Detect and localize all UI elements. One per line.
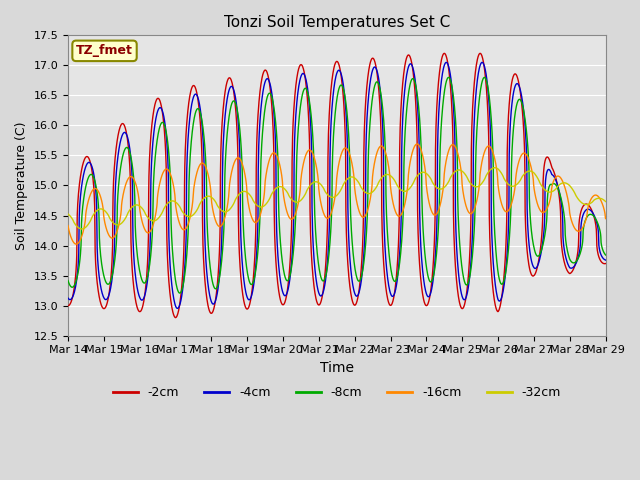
- X-axis label: Time: Time: [320, 361, 354, 375]
- Title: Tonzi Soil Temperatures Set C: Tonzi Soil Temperatures Set C: [223, 15, 450, 30]
- Legend: -2cm, -4cm, -8cm, -16cm, -32cm: -2cm, -4cm, -8cm, -16cm, -32cm: [108, 382, 566, 405]
- Y-axis label: Soil Temperature (C): Soil Temperature (C): [15, 121, 28, 250]
- Text: TZ_fmet: TZ_fmet: [76, 44, 133, 57]
